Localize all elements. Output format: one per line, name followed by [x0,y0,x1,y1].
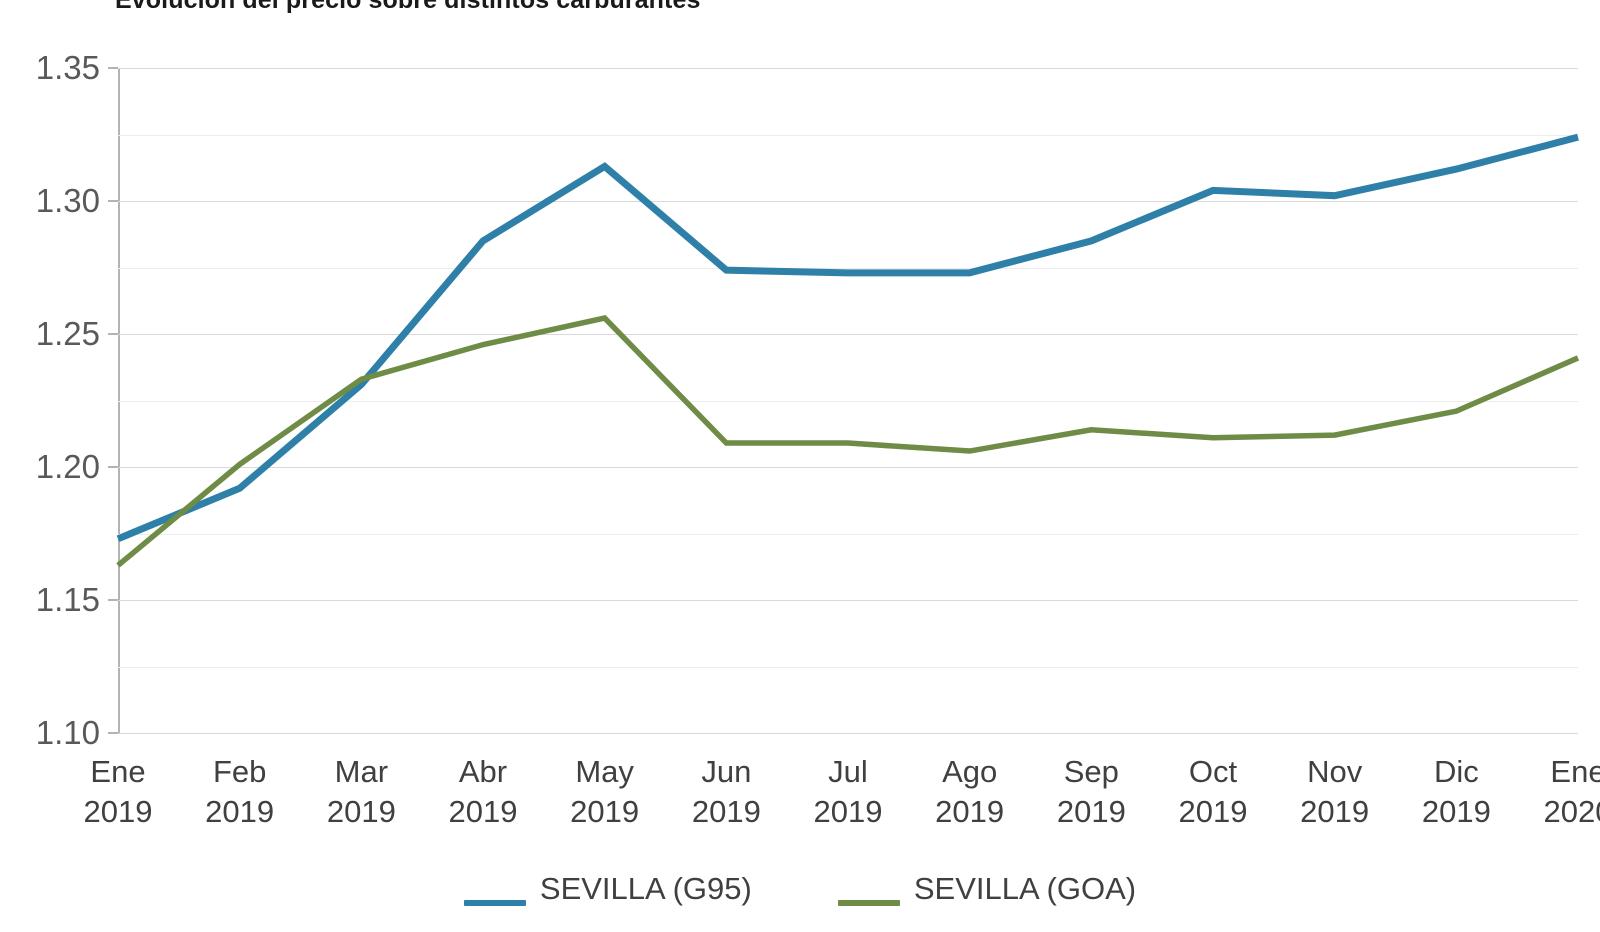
gridline-minor [118,533,1578,535]
gridline-major [118,467,1578,468]
x-tick-year: 2019 [83,794,153,829]
x-tick-year: 2019 [1056,794,1126,829]
series-lines [116,133,1580,568]
legend-item[interactable]: SEVILLA (G95) [463,872,752,906]
x-tick-year: 2019 [326,794,396,829]
y-axis-tick-label: 1.35 [35,49,100,86]
x-axis-tick-label: Jun 2019 [646,752,806,832]
x-axis-tick-label: Oct 2019 [1133,752,1293,832]
y-axis-tick-label: 1.15 [35,581,100,618]
legend-color-swatch [837,900,900,906]
series-line-1 [116,133,1579,543]
x-axis-tick-label: Ago 2019 [890,752,1050,832]
x-axis-tick-label: Feb 2019 [160,752,320,832]
x-tick-month: Oct [1188,754,1238,789]
x-tick-year: 2019 [813,794,883,829]
y-axis-tick-mark [108,200,118,202]
x-tick-month: Jul [828,754,868,789]
gridline-minor [118,400,1578,402]
gridline-minor [118,134,1578,136]
y-axis-tick-mark [108,599,118,601]
legend-item[interactable]: SEVILLA (GOA) [837,872,1137,906]
x-tick-month: Sep [1063,754,1119,789]
x-tick-month: Dic [1433,754,1479,789]
x-axis-tick-label: Dic 2019 [1376,752,1536,832]
y-axis-tick-label: 1.25 [35,315,100,352]
x-tick-month: Jun [701,754,752,789]
x-axis-tick-label: Abr 2019 [403,752,563,832]
y-axis-tick-mark [108,466,118,468]
gridline-major [118,600,1578,601]
x-axis-tick-label: Sep 2019 [1011,752,1171,832]
x-tick-month: May [575,754,634,789]
x-axis-tick-label: Nov 2019 [1255,752,1415,832]
y-axis-tick-label: 1.30 [35,182,100,219]
y-axis-tick-mark [108,67,118,69]
x-tick-year: 2019 [1421,794,1491,829]
gridline-major [118,334,1578,335]
x-tick-month: Nov [1307,754,1363,789]
chart-title: Evolución del precio sobre distintos car… [115,0,701,14]
gridline-major [118,201,1578,202]
x-tick-month: Ago [942,754,998,789]
x-tick-month: Mar [334,754,389,789]
x-tick-month: Feb [212,754,267,789]
legend-label: SEVILLA (G95) [539,872,752,906]
x-axis-tick-label: May 2019 [525,752,685,832]
gridline-major [118,68,1578,69]
gridline-minor [118,666,1578,668]
y-axis-tick-label: 1.20 [35,448,100,485]
x-tick-year: 2019 [570,794,640,829]
x-tick-year: 2019 [1300,794,1370,829]
x-tick-month: Ene [90,754,146,789]
plot-area [116,68,1580,734]
gridline-major [118,733,1578,734]
gridline-minor [118,267,1578,269]
x-axis-tick-label: Mar 2019 [281,752,441,832]
x-axis-tick-label: Ene 2020 [1498,752,1600,832]
x-tick-month: Ene [1550,754,1600,789]
line-chart: Evolución del precio sobre distintos car… [35,0,1600,906]
x-axis-tick-label: Jul 2019 [768,752,928,832]
x-tick-year: 2019 [691,794,761,829]
y-axis-tick-label: 1.10 [35,714,100,751]
x-tick-year: 2019 [448,794,518,829]
x-axis-tick-label: Ene 2019 [38,752,198,832]
x-tick-year: 2019 [1178,794,1248,829]
y-axis-tick-mark [108,732,118,734]
x-tick-year: 2020 [1543,794,1600,829]
x-tick-year: 2019 [205,794,275,829]
x-tick-year: 2019 [935,794,1005,829]
series-line-2 [116,315,1580,568]
x-tick-month: Abr [458,754,508,789]
legend-color-swatch [463,900,526,906]
y-axis-tick-mark [108,333,118,335]
legend-label: SEVILLA (GOA) [913,872,1137,906]
chart-legend: SEVILLA (G95) SEVILLA (GOA) [0,872,1600,932]
